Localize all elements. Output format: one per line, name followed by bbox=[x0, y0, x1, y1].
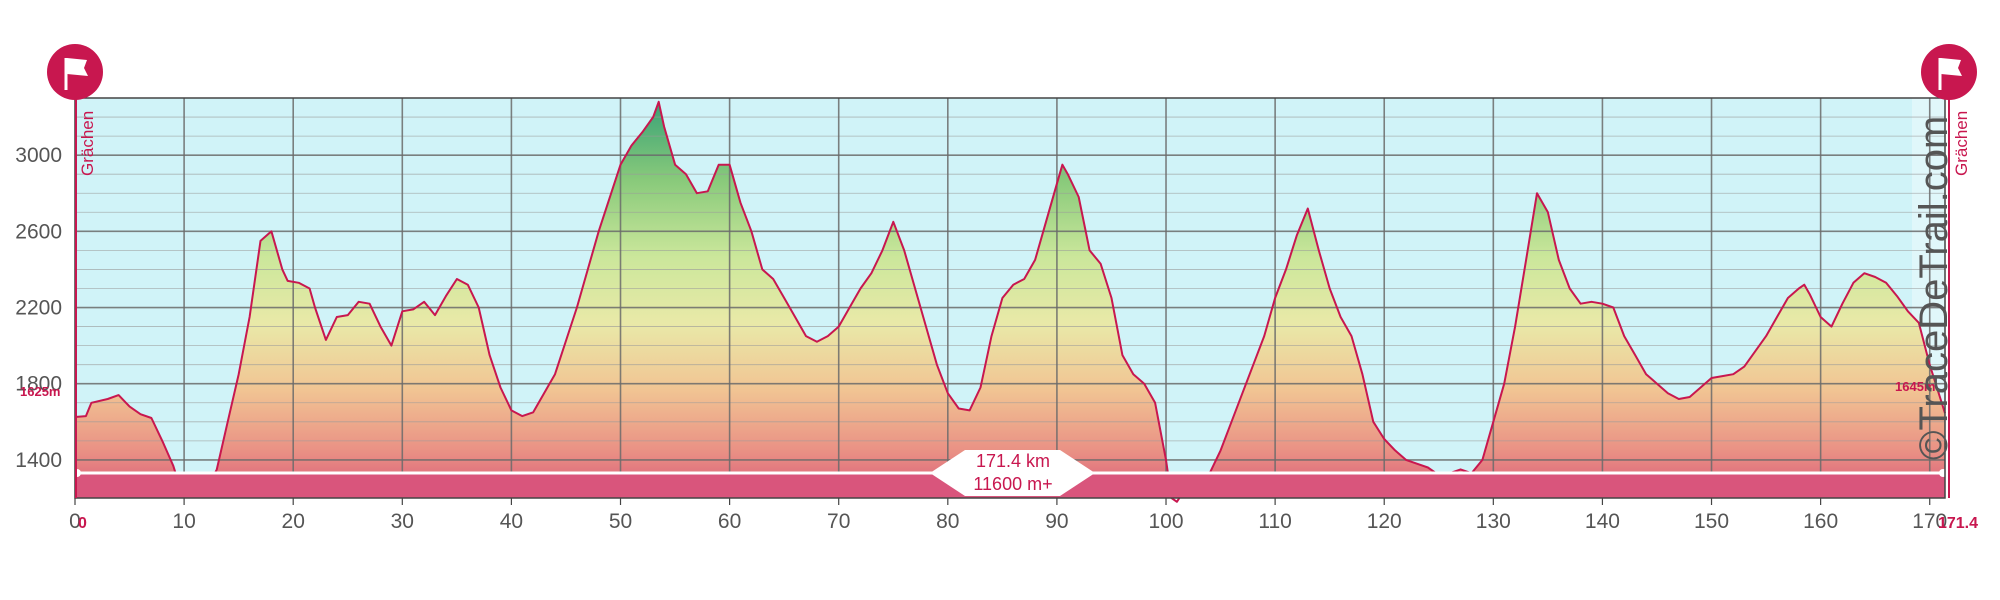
x-tick-label: 50 bbox=[609, 510, 632, 533]
elevation-area bbox=[75, 101, 1945, 498]
x-tick-label: 90 bbox=[1045, 510, 1068, 533]
x-axis: 0 10 20 30 40 50 60 70 80 90 100 110 120 130 140 150 160… bbox=[69, 498, 1947, 533]
x-tick-label: 40 bbox=[500, 510, 523, 533]
x-tick-label: 130 bbox=[1476, 510, 1511, 533]
y-axis: 1400 1800 2200 2600 3000 bbox=[15, 144, 62, 472]
start-km-label: 0 bbox=[78, 515, 87, 532]
x-tick-label: 20 bbox=[282, 510, 305, 533]
x-tick-label: 60 bbox=[718, 510, 741, 533]
x-tick-label: 70 bbox=[827, 510, 850, 533]
grid-lines bbox=[75, 97, 1945, 499]
elevation-line bbox=[74, 100, 1946, 503]
y-tick-label: 1800 bbox=[15, 373, 62, 396]
y-tick-label: 2600 bbox=[15, 220, 62, 243]
watermark: ©TraceDeTrail.com bbox=[1912, 116, 1956, 460]
x-tick-label: 160 bbox=[1803, 510, 1838, 533]
x-tick-label: 0 bbox=[69, 510, 81, 533]
x-tick-label: 100 bbox=[1148, 510, 1183, 533]
x-tick-label: 120 bbox=[1367, 510, 1402, 533]
x-tick-label: 110 bbox=[1258, 510, 1291, 533]
start-elevation-label: 1625m bbox=[20, 384, 60, 399]
band-end-dot bbox=[1939, 469, 1947, 477]
summary-badge bbox=[930, 450, 1095, 496]
end-km-label: 171.4 bbox=[1938, 515, 1978, 532]
y-tick-label: 1400 bbox=[15, 449, 62, 472]
x-tick-label: 10 bbox=[172, 510, 195, 533]
x-tick-label: 170 bbox=[1912, 510, 1947, 533]
end-flag-icon bbox=[1921, 44, 1977, 100]
y-tick-label: 3000 bbox=[15, 144, 62, 167]
x-tick-label: 140 bbox=[1585, 510, 1620, 533]
end-location-label: Grächen bbox=[1952, 111, 1971, 176]
summary-gain: 11600 m+ bbox=[973, 474, 1052, 494]
start-flag-icon bbox=[47, 44, 103, 100]
y-tick-label: 2200 bbox=[15, 297, 62, 320]
x-tick-label: 80 bbox=[936, 510, 959, 533]
x-tick-label: 150 bbox=[1694, 510, 1729, 533]
summary-distance: 171.4 km bbox=[976, 451, 1050, 471]
start-location-label: Grächen bbox=[78, 111, 97, 176]
x-tick-label: 30 bbox=[391, 510, 414, 533]
end-elevation-label: 1645m bbox=[1895, 379, 1935, 394]
